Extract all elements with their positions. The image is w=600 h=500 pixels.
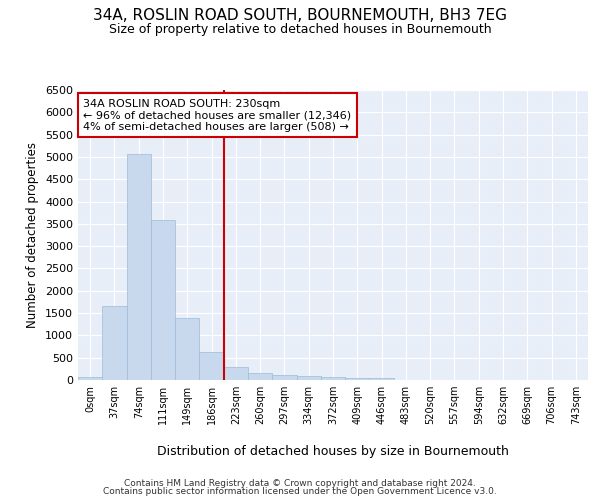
Bar [102, 306, 127, 380]
Bar [272, 375, 296, 380]
Text: 34A, ROSLIN ROAD SOUTH, BOURNEMOUTH, BH3 7EG: 34A, ROSLIN ROAD SOUTH, BOURNEMOUTH, BH3… [93, 8, 507, 22]
Bar [199, 352, 224, 380]
Text: Contains public sector information licensed under the Open Government Licence v3: Contains public sector information licen… [103, 487, 497, 496]
Bar [345, 378, 370, 380]
Bar [151, 220, 175, 380]
Text: Contains HM Land Registry data © Crown copyright and database right 2024.: Contains HM Land Registry data © Crown c… [124, 478, 476, 488]
Bar [175, 318, 199, 380]
Bar [248, 374, 272, 380]
Bar [296, 376, 321, 380]
Text: Size of property relative to detached houses in Bournemouth: Size of property relative to detached ho… [109, 22, 491, 36]
Bar [321, 378, 345, 380]
Bar [370, 378, 394, 380]
Y-axis label: Number of detached properties: Number of detached properties [26, 142, 40, 328]
Bar [224, 366, 248, 380]
Text: 34A ROSLIN ROAD SOUTH: 230sqm
← 96% of detached houses are smaller (12,346)
4% o: 34A ROSLIN ROAD SOUTH: 230sqm ← 96% of d… [83, 98, 351, 132]
Text: Distribution of detached houses by size in Bournemouth: Distribution of detached houses by size … [157, 444, 509, 458]
Bar [127, 154, 151, 380]
Bar [78, 376, 102, 380]
